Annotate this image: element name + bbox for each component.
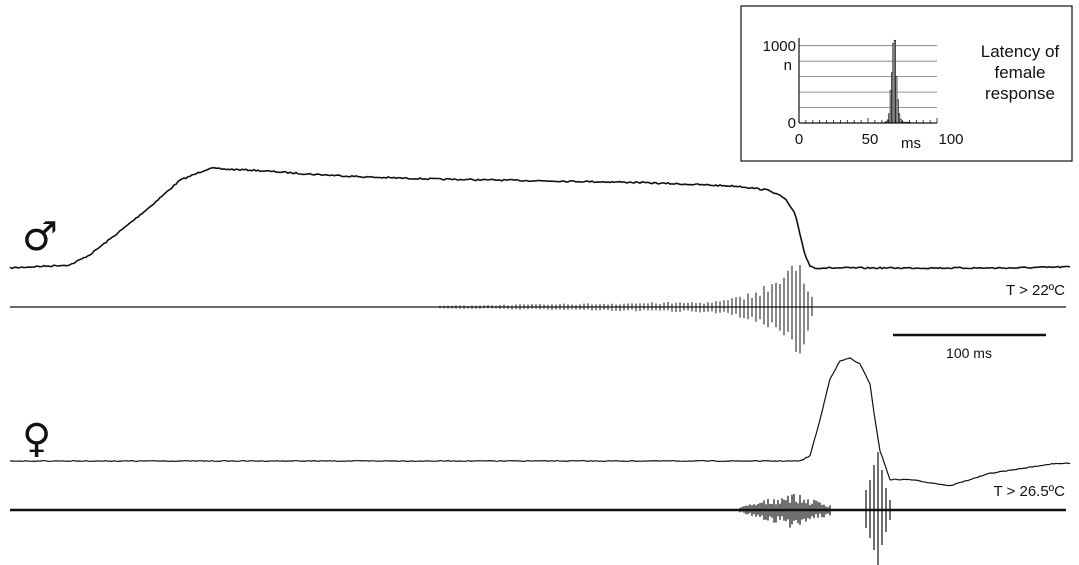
male-spike-bursts (439, 265, 813, 354)
male-symbol: ♂ (22, 214, 58, 260)
inset-y-tick-1000: 1000 (763, 38, 796, 55)
inset-title-line-2: female (994, 63, 1045, 82)
inset-y-tick-0: 0 (788, 115, 796, 132)
scale-bar-label: 100 ms (946, 345, 992, 361)
female-symbol: ♀ (22, 416, 51, 462)
female-spike-trace (10, 452, 1066, 565)
female-temperature-label: T > 26.5ºC (994, 483, 1066, 500)
inset-y-label: n (784, 57, 792, 74)
female-envelope-trace (9, 357, 1071, 487)
inset-x-tick-50: 50 (862, 131, 879, 148)
inset-grid (799, 45, 937, 108)
inset-axes (798, 38, 938, 124)
male-temperature-label: T > 22ºC (1006, 282, 1065, 299)
male-spike-trace (10, 265, 1066, 354)
male-panel: ♂ T > 22ºC (9, 166, 1071, 354)
female-panel: ♀ T > 26.5ºC (9, 357, 1071, 565)
female-spike-bursts (739, 452, 891, 565)
inset-x-tick-100: 100 (938, 131, 963, 148)
inset-x-tick-0: 0 (795, 131, 803, 148)
inset-frame (740, 5, 1073, 162)
scale-bar: 100 ms (893, 333, 1046, 361)
inset-title-line-1: Latency of (981, 42, 1060, 61)
inset-x-label: ms (901, 135, 921, 152)
male-envelope-trace (9, 166, 1071, 270)
inset-title-line-3: response (985, 84, 1055, 103)
inset-histogram: 1000 n 0 0 50 100 ms Latency of female r… (740, 5, 1073, 162)
